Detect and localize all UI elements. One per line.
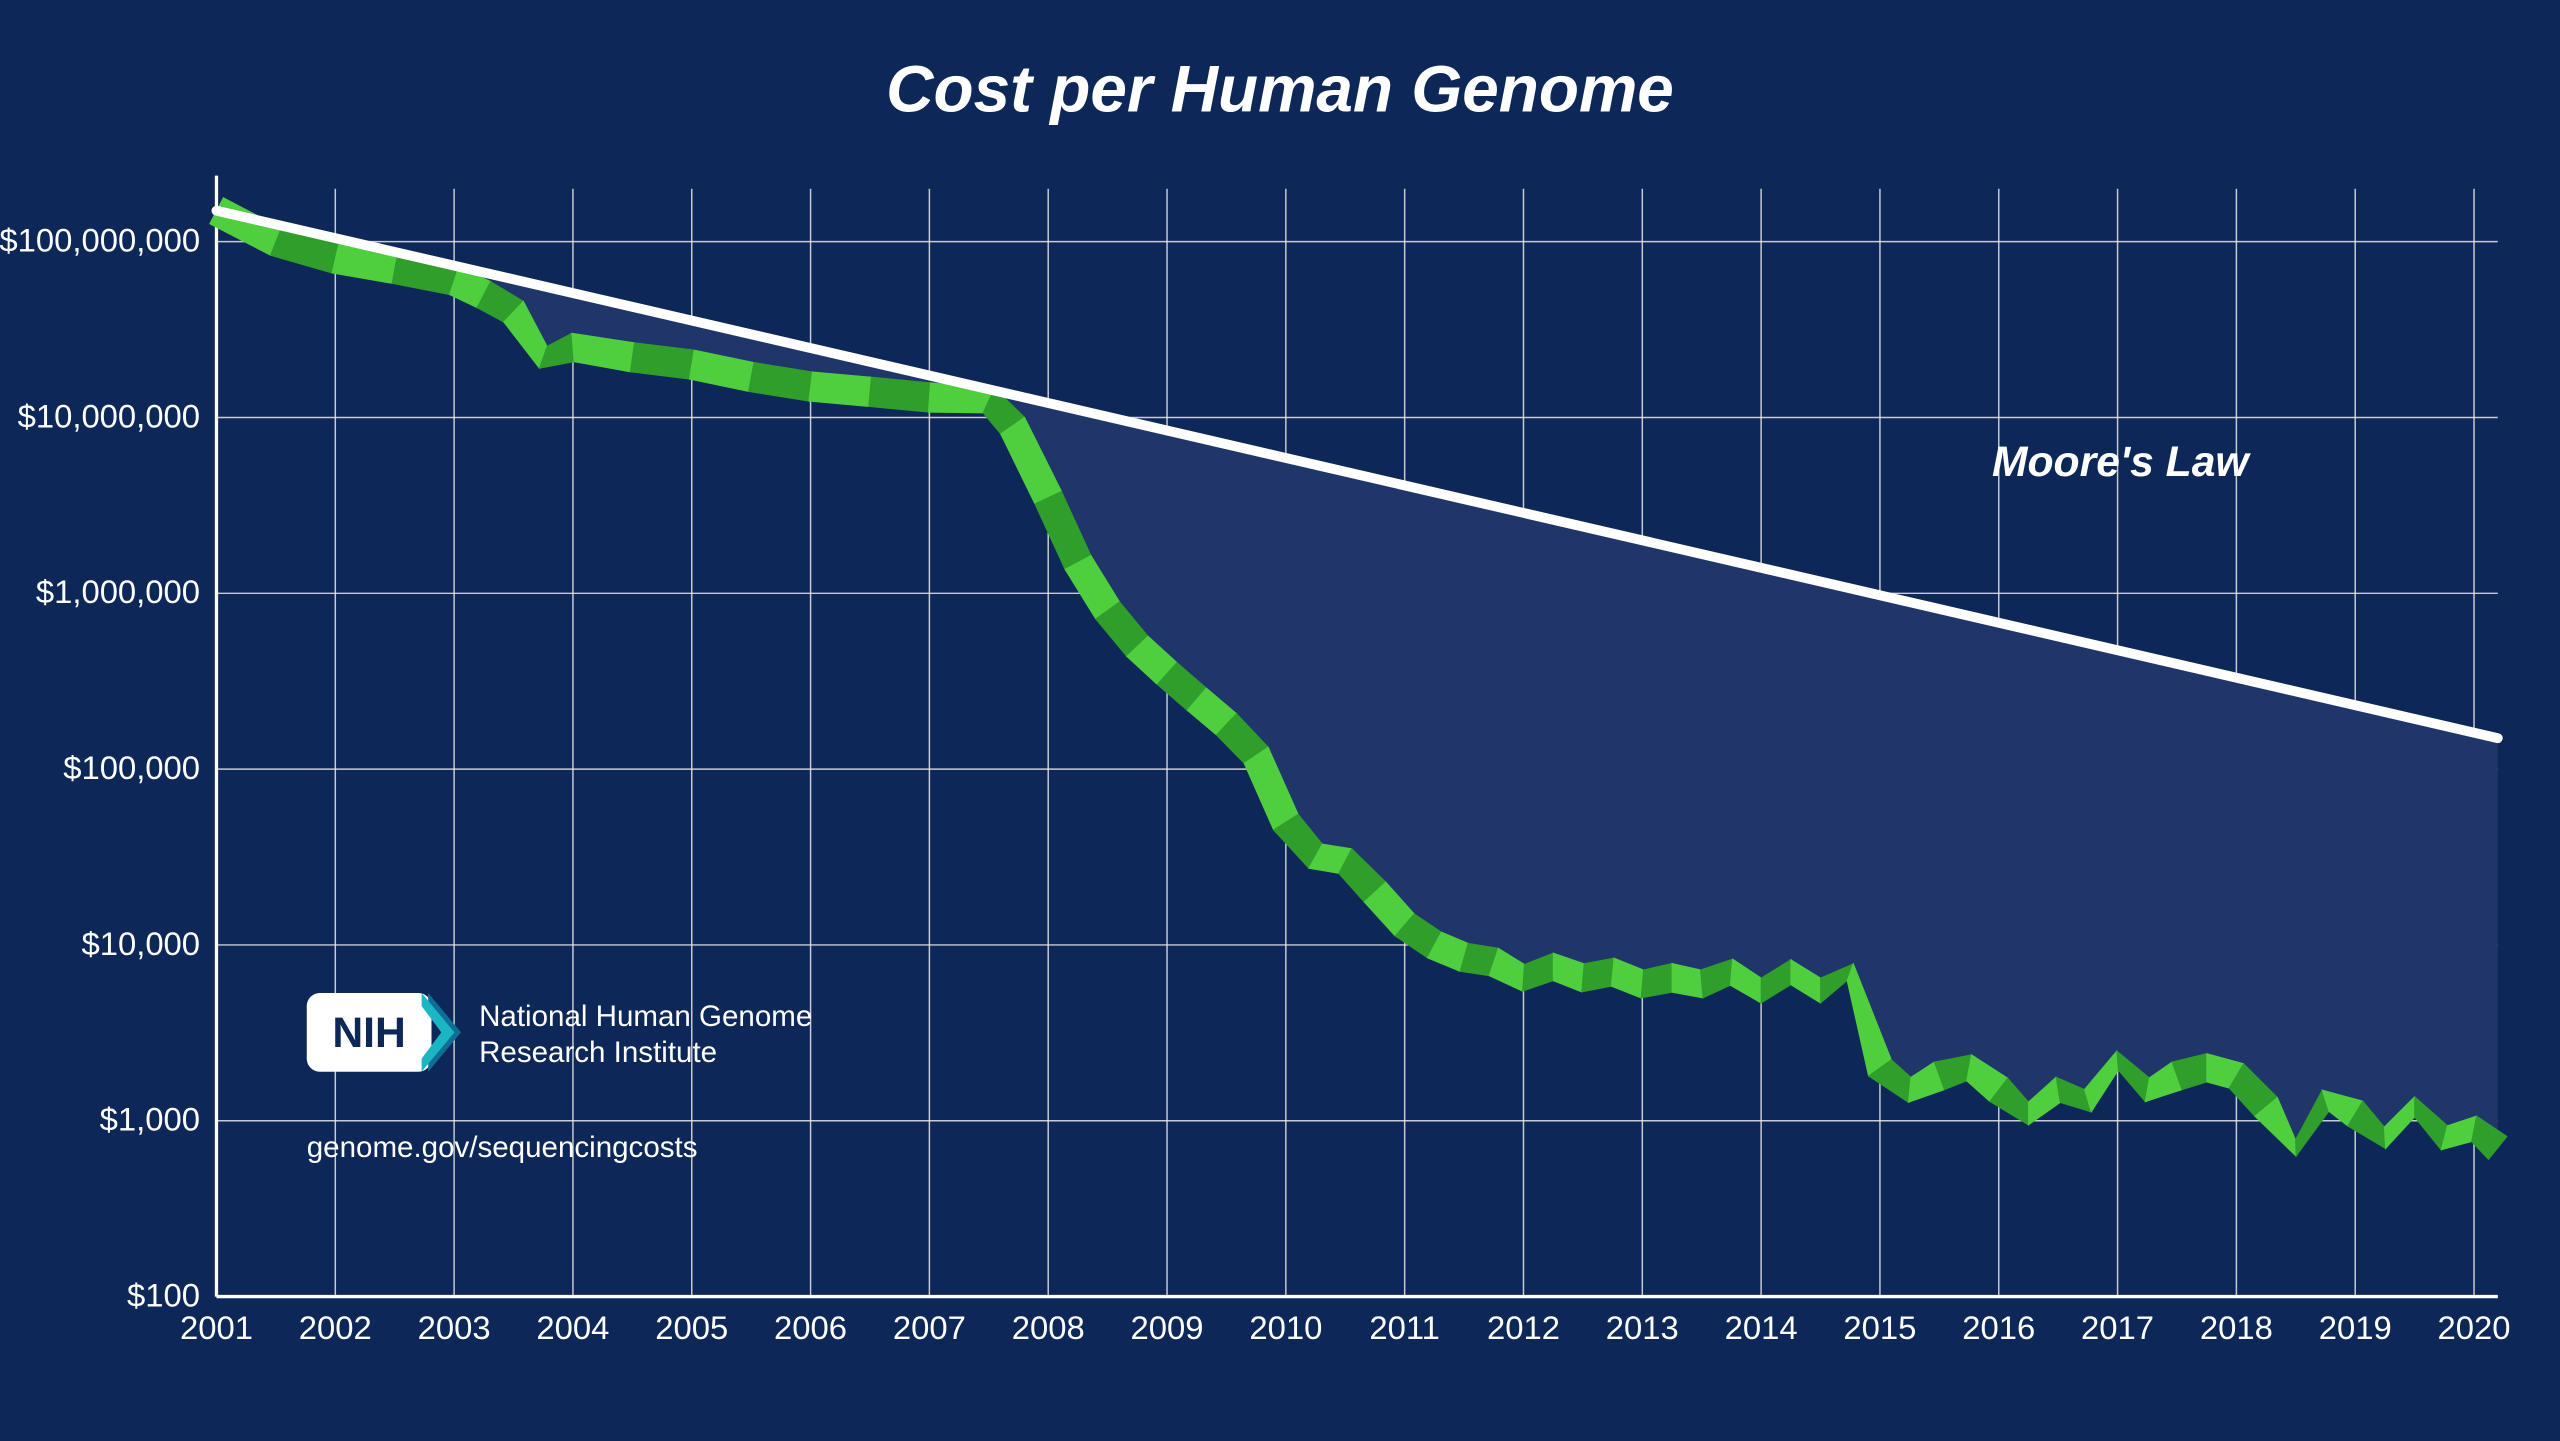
x-axis-label: 2019 (2319, 1309, 2392, 1346)
x-axis-label: 2015 (1843, 1309, 1916, 1346)
x-axis-label: 2017 (2081, 1309, 2154, 1346)
chart-title: Cost per Human Genome (886, 53, 1674, 126)
org-name-line1: National Human Genome (479, 1000, 812, 1033)
x-axis-label: 2010 (1249, 1309, 1322, 1346)
cost-ribbon-segment (809, 372, 872, 407)
source-url: genome.gov/sequencingcosts (307, 1131, 698, 1164)
x-axis-label: 2014 (1725, 1309, 1798, 1346)
y-axis-label: $100,000,000 (0, 222, 200, 259)
cost-ribbon-segment (1582, 958, 1614, 992)
y-axis-label: $10,000 (81, 925, 200, 962)
x-axis-label: 2013 (1606, 1309, 1679, 1346)
y-axis-label: $100,000 (63, 749, 200, 786)
cost-ribbon-segment (869, 377, 931, 412)
x-axis-label: 2005 (655, 1309, 728, 1346)
x-axis-label: 2006 (774, 1309, 847, 1346)
x-axis-label: 2020 (2438, 1309, 2511, 1346)
chart-container: Cost per Human Genome $100 $1,000 $10,000 $1… (0, 0, 2560, 1441)
x-axis-label: 2001 (180, 1309, 253, 1346)
x-axis-label: 2003 (418, 1309, 491, 1346)
x-axis-label: 2012 (1487, 1309, 1560, 1346)
chart-svg: Cost per Human Genome $100 $1,000 $10,000 $1… (0, 0, 2560, 1441)
y-axis-label: $10,000,000 (18, 397, 200, 434)
y-axis-label: $100 (127, 1276, 200, 1313)
nih-logo-text: NIH (332, 1009, 405, 1057)
x-axis-label: 2004 (536, 1309, 609, 1346)
y-axis-label: $1,000 (100, 1101, 200, 1138)
x-axis-label: 2016 (1962, 1309, 2035, 1346)
moores-law-label: Moore's Law (1992, 438, 2251, 486)
x-axis-label: 2009 (1131, 1309, 1204, 1346)
org-name-line2: Research Institute (479, 1036, 717, 1069)
x-axis-label: 2011 (1369, 1309, 1440, 1346)
x-axis-label: 2007 (893, 1309, 966, 1346)
y-axis-label: $1,000,000 (36, 573, 200, 610)
x-axis-label: 2008 (1012, 1309, 1085, 1346)
x-axis-label: 2018 (2200, 1309, 2273, 1346)
x-axis-label: 2002 (299, 1309, 372, 1346)
